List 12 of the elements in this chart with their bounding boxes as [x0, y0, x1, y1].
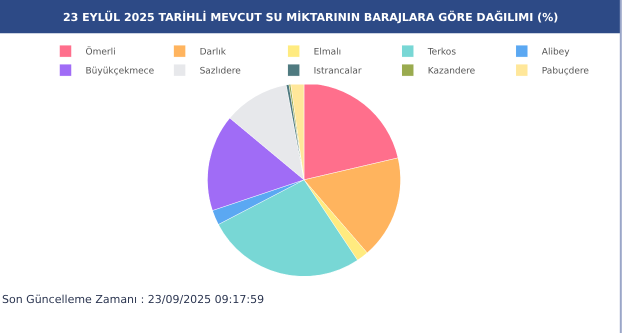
legend-label: Ömerli [86, 46, 116, 58]
legend-label: Büyükçekmece [86, 66, 155, 77]
text: Son Güncelleme Zamanı : 23/09/2025 09:17:59 [2, 293, 264, 306]
legend-label: Terkos [426, 48, 456, 58]
legend-label: Kazandere [428, 66, 476, 77]
legend-label: Darlık [200, 48, 227, 58]
legend-label: Alibey [542, 48, 570, 58]
legend-label: Pabuçdere [542, 66, 590, 77]
legend-label: Elmalı [314, 48, 342, 58]
legend-label: Istrancalar [314, 66, 362, 77]
legend-label: Sazlıdere [200, 66, 242, 77]
chart-title: 23 EYLÜL 2025 TARİHLİ MEVCUT SU MİKTARININ BARAJLARA GÖRE DAĞILIMI (%) [63, 10, 558, 24]
